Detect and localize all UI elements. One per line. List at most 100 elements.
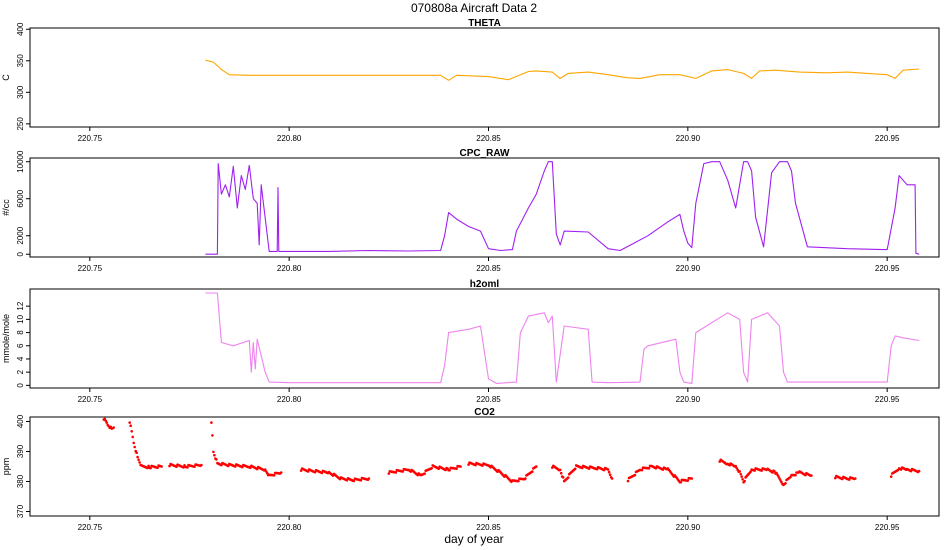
data-point xyxy=(213,453,216,457)
panel-h2oml: h2oml mmole/mole 220.75 220.80 220.85 220.90 2… xyxy=(1,279,940,404)
panel-frame xyxy=(29,157,940,258)
data-point xyxy=(156,466,159,470)
panel-frame xyxy=(29,288,940,389)
data-point xyxy=(210,421,213,424)
co2-segment xyxy=(387,464,462,477)
data-point xyxy=(241,465,244,469)
co2-segment xyxy=(467,461,538,484)
data-point xyxy=(306,470,310,473)
data-point xyxy=(227,464,230,468)
data-point xyxy=(345,479,349,482)
x-tick-label: 220.90 xyxy=(676,264,701,273)
data-point xyxy=(626,479,630,483)
panel-title: CPC_RAW xyxy=(459,148,510,159)
y-tick-label: 6000 xyxy=(16,189,25,207)
data-point xyxy=(455,467,458,470)
x-tick-label: 220.95 xyxy=(875,264,900,273)
data-point xyxy=(794,473,797,477)
data-point xyxy=(610,477,614,480)
data-point xyxy=(352,479,356,483)
data-point xyxy=(739,472,742,476)
x-tick-label: 220.90 xyxy=(676,523,701,532)
x-tick-label: 220.85 xyxy=(476,523,501,532)
series-line xyxy=(205,292,920,384)
panel-title: THETA xyxy=(468,18,501,29)
data-point xyxy=(249,466,252,470)
data-point xyxy=(535,465,538,468)
data-point xyxy=(128,421,131,424)
y-tick-label: 0 xyxy=(16,383,25,388)
data-point xyxy=(749,470,752,474)
y-tick-label: 8 xyxy=(16,330,25,335)
data-point xyxy=(561,476,565,479)
data-point xyxy=(647,467,651,470)
x-tick-label: 220.80 xyxy=(277,264,302,273)
co2-segment xyxy=(168,462,203,469)
y-tick-label: 300 xyxy=(16,85,25,99)
data-point xyxy=(580,466,584,470)
data-point xyxy=(854,477,857,480)
panel-title: CO2 xyxy=(474,407,495,418)
y-tick-label: 0 xyxy=(16,251,25,256)
y-tick-label: 400 xyxy=(16,22,25,36)
y-tick-label: 6 xyxy=(16,343,25,348)
y-tick-label: 2 xyxy=(16,369,25,374)
y-axis-label: ppm xyxy=(1,458,11,476)
panel-frame xyxy=(29,27,940,128)
x-tick-label: 220.85 xyxy=(476,395,501,404)
data-point xyxy=(587,467,591,470)
data-point xyxy=(448,469,451,472)
data-point xyxy=(211,434,214,437)
data-point xyxy=(146,466,149,470)
data-point xyxy=(841,477,844,481)
data-point xyxy=(690,477,694,480)
data-point xyxy=(129,424,132,428)
co2-segment xyxy=(889,466,921,478)
data-point xyxy=(186,466,189,469)
panels-group: THETA C 220.75 220.80 220.85 220.90 220.95 250 3… xyxy=(1,18,940,532)
data-point xyxy=(133,445,136,449)
data-point xyxy=(401,470,405,473)
x-tick-label: 220.75 xyxy=(78,523,103,532)
x-tick-label: 220.80 xyxy=(277,134,302,143)
data-point xyxy=(279,471,283,474)
x-axis-label: day of year xyxy=(444,532,503,546)
y-tick-label: 390 xyxy=(16,444,25,458)
data-point xyxy=(459,465,462,468)
x-tick-label: 220.90 xyxy=(676,134,701,143)
co2-segment xyxy=(718,458,813,487)
data-point xyxy=(168,464,171,468)
series-line xyxy=(205,59,920,81)
data-point xyxy=(272,474,276,477)
x-tick-label: 220.95 xyxy=(875,395,900,404)
panel-cpc-raw: CPC_RAW #/cc 220.75 220.80 220.85 220.90 220.9… xyxy=(1,148,940,273)
data-point xyxy=(467,463,470,466)
data-point xyxy=(559,471,563,475)
data-point xyxy=(773,470,776,473)
data-point xyxy=(602,468,606,472)
data-point xyxy=(132,441,135,445)
x-tick-label: 220.85 xyxy=(476,264,501,273)
data-point xyxy=(175,465,178,469)
data-point xyxy=(160,465,163,468)
data-point xyxy=(313,471,317,474)
data-point xyxy=(149,466,152,470)
data-point xyxy=(299,469,303,472)
data-point xyxy=(524,477,527,480)
y-tick-label: 10000 xyxy=(16,150,25,173)
data-point xyxy=(531,470,534,473)
x-tick-label: 220.90 xyxy=(676,395,701,404)
co2-segment xyxy=(834,474,857,481)
data-point xyxy=(136,455,139,459)
data-point xyxy=(437,467,441,471)
data-point xyxy=(740,475,743,478)
y-tick-label: 10 xyxy=(16,314,25,323)
data-point xyxy=(255,467,259,471)
x-tick-label: 220.75 xyxy=(78,264,103,273)
data-point xyxy=(130,430,133,433)
data-point xyxy=(423,472,427,475)
co2-segment xyxy=(102,417,115,430)
data-point xyxy=(320,471,324,475)
data-point xyxy=(606,468,610,471)
